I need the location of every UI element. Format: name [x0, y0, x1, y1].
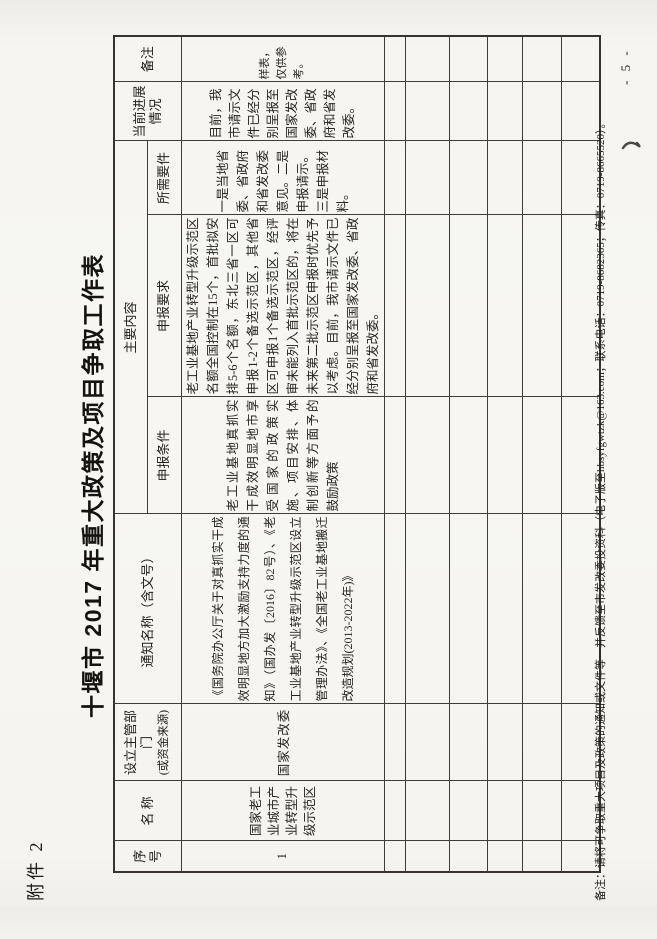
attachment-label: 附件 2	[26, 839, 46, 902]
work-table: 序号 名 称 设立主管部门 (或资金来源) 通知名称（含文号） 主要内容 当前进…	[113, 34, 601, 873]
header-materials: 所需要件	[147, 140, 181, 215]
header-conditions: 申报条件	[147, 397, 181, 514]
empty-table-row	[449, 35, 487, 872]
cell-serial: 1	[181, 841, 384, 872]
cell-name: 国家老工业城市产业转型升级示范区	[181, 781, 384, 841]
page-number: - 5 -	[618, 48, 633, 85]
cell-materials: 一是当地省委、省政府和省发改委意见。二是申报请示。三是申报材料。	[181, 140, 384, 215]
empty-table-row	[522, 35, 561, 872]
empty-table-row	[384, 35, 405, 872]
header-main-content: 主要内容	[114, 140, 147, 514]
empty-table-row	[487, 35, 522, 872]
cell-remarks: 样表，仅供参考。	[181, 35, 384, 82]
header-notice: 通知名称（含文号）	[114, 514, 181, 704]
page-title: 十堰市 2017 年重大政策及项目争取工作表	[80, 253, 106, 718]
footer-note: 备注：请将可争取重大项目及政策的通知或文件等一并反馈至市发改委投资科（电子版至h…	[595, 117, 607, 901]
table-row: 1 国家老工业城市产业转型升级示范区 国家发改委 《国务院办公厅关于对真抓实干成…	[181, 35, 384, 872]
rotated-landscape-sheet: 附件 2 十堰市 2017 年重大政策及项目争取工作表 序号 名 称 设立主管部…	[26, 34, 641, 902]
cell-notice: 《国务院办公厅关于对真抓实干成效明显地方加大激励支持力度的通知》（国办发〔201…	[181, 514, 384, 704]
cell-progress: 目前，我市请示文件已经分别呈报至国家发改委、省政府和省发改委。	[181, 81, 384, 141]
header-authority: 设立主管部门 (或资金来源)	[114, 704, 181, 781]
header-remarks: 备注	[114, 35, 181, 82]
header-authority-line2: (或资金来源)	[158, 709, 171, 776]
pen-mark	[621, 141, 641, 150]
header-serial: 序号	[114, 841, 181, 872]
empty-table-row	[405, 35, 449, 872]
header-requirements: 申报要求	[147, 215, 181, 397]
header-authority-line1: 设立主管部门	[123, 710, 155, 776]
cell-conditions: 老工业基地真抓实干成效明显地市享受国家的政策实施、项目安排、体制创新等方面予的鼓…	[181, 397, 384, 514]
header-row-group: 序号 名 称 设立主管部门 (或资金来源) 通知名称（含文号） 主要内容 当前进…	[114, 35, 181, 872]
header-name: 名 称	[114, 781, 181, 841]
cell-authority: 国家发改委	[181, 704, 384, 781]
cell-requirements: 老工业基地产业转型升级示范区名额全国控制在15个，首批拟安排5-6个名额，东北三…	[181, 215, 384, 397]
header-progress: 当前进展情况	[114, 81, 181, 141]
